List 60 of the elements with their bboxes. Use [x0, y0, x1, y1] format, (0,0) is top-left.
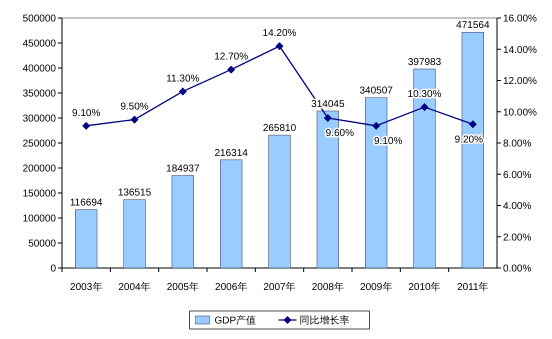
point	[82, 122, 90, 130]
data-label: 397983	[408, 57, 442, 68]
x-tick-label: 2007年	[263, 281, 296, 293]
y-tick-label: 50000	[28, 238, 56, 250]
y2-tick-label: 6.00%	[503, 170, 532, 181]
y2-tick-label: 12.00%	[503, 76, 538, 87]
data-label: 265810	[262, 123, 297, 134]
point	[178, 87, 187, 96]
y-tick-label: 300000	[22, 114, 56, 124]
data-label: 9.50%	[120, 102, 149, 113]
data-label: 11.30%	[166, 73, 200, 84]
x-tick-label: 2010年	[408, 281, 441, 293]
x-tick-label: 2006年	[215, 281, 248, 293]
bar	[268, 134, 291, 268]
bar	[172, 175, 194, 268]
y-tick-label: 0	[50, 264, 56, 274]
y-tick-label: 100000	[22, 214, 56, 224]
y-tick-label: 200000	[22, 164, 56, 174]
data-label: 116694	[70, 198, 103, 209]
x-tick-label: 2004年	[118, 281, 151, 293]
y2-tick-label: 16.00%	[503, 14, 538, 24]
point	[276, 42, 284, 50]
x-tick-label: 2005年	[166, 281, 199, 293]
data-label: 340507	[359, 86, 394, 97]
data-label: 10.30%	[408, 89, 442, 100]
point	[324, 114, 332, 122]
data-label: 471564	[456, 20, 490, 32]
bar	[220, 160, 242, 268]
y-tick-label: 150000	[22, 188, 56, 200]
y-tick-label: 450000	[22, 38, 56, 50]
y2-tick-label: 14.00%	[503, 44, 538, 56]
y2-tick-label: 8.00%	[503, 138, 532, 150]
y-tick-label: 250000	[22, 138, 56, 150]
x-tick-label: 2008年	[312, 281, 344, 293]
legend-label: 同比增长率	[300, 314, 350, 326]
data-label: 9.10%	[72, 108, 100, 119]
y-tick-label: 500000	[22, 14, 56, 24]
point	[372, 122, 380, 130]
y-tick-label: 400000	[22, 64, 56, 74]
point	[468, 120, 477, 128]
bar	[75, 209, 98, 268]
legend-label: GDP产值	[214, 314, 256, 326]
data-label: 216314	[214, 148, 248, 159]
y2-tick-label: 10.00%	[503, 107, 538, 118]
point	[130, 116, 138, 124]
point	[420, 103, 428, 112]
data-label: 184937	[166, 164, 200, 175]
data-label: 14.20%	[262, 28, 297, 40]
x-tick-label: 2011年	[457, 281, 489, 293]
x-tick-label: 2003年	[70, 281, 102, 293]
x-tick-label: 2009年	[360, 281, 392, 293]
bar	[123, 199, 146, 268]
y2-tick-label: 2.00%	[503, 232, 532, 244]
point	[227, 66, 236, 74]
data-label: 136515	[118, 188, 152, 199]
y-tick-label: 350000	[22, 88, 56, 100]
y2-tick-label: 0.00%	[503, 264, 532, 274]
y2-tick-label: 4.00%	[503, 201, 532, 212]
data-label: 12.70%	[214, 52, 248, 63]
data-label: 9.20%	[454, 134, 484, 146]
